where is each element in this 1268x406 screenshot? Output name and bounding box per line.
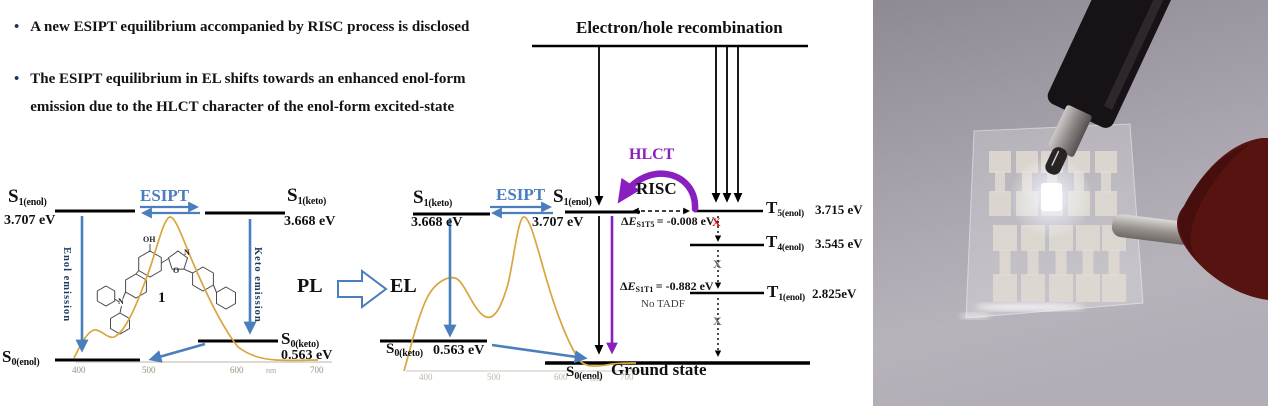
molecule-n-oxazole-label: N — [184, 248, 190, 257]
hlct-label: HLCT — [629, 146, 675, 163]
s1-keto-energy-pl: 3.668 eV — [284, 214, 336, 229]
pl-spectrum-curve — [73, 216, 319, 362]
esipt-label-el: ESIPT — [496, 185, 546, 204]
device-photo-panel — [873, 0, 1268, 406]
ground-state-label: Ground state — [611, 360, 707, 379]
s1-decay-arrows — [594, 216, 618, 355]
s0-keto-label-pl: S0(keto) — [281, 329, 320, 350]
axis-tick: 700 — [310, 365, 324, 375]
axis-unit: nm — [266, 366, 277, 375]
axis-tick: 400 — [72, 365, 86, 375]
t1-label: T1(enol) — [767, 282, 805, 303]
recombination-title: Electron/hole recombination — [576, 18, 783, 37]
delta-e-s1t1: ΔES1T1 = -0.882 eV — [620, 279, 714, 294]
s1-keto-label-pl: S1(keto) — [287, 185, 327, 207]
s0-enol-label-el: S0(enol) — [566, 364, 603, 382]
pl-to-el-arrow — [337, 269, 388, 309]
s1-keto-energy-el: 3.668 eV — [411, 215, 463, 230]
emitting-pixel — [1041, 183, 1062, 211]
axis-tick: 600 — [230, 365, 244, 375]
esipt-arrows-mid — [490, 201, 553, 219]
esipt-label-pl: ESIPT — [140, 186, 190, 205]
bullet-icon: • — [14, 19, 20, 35]
highlight-bullets: • A new ESIPT equilibrium accompanied by… — [14, 13, 476, 145]
t1-energy: 2.825eV — [812, 286, 857, 301]
el-spectrum-curve — [403, 216, 637, 372]
blocked-x-gray: X — [713, 314, 722, 328]
s1-enol-energy-el: 3.707 eV — [532, 215, 584, 230]
bullet-item: • The ESIPT equilibrium in EL shifts tow… — [14, 65, 476, 121]
el-label: EL — [390, 275, 417, 297]
recombination-line — [532, 44, 808, 206]
risc-label: RISC — [636, 179, 677, 198]
bullet-text: The ESIPT equilibrium in EL shifts towar… — [30, 71, 466, 115]
bullet-text: A new ESIPT equilibrium accompanied by R… — [30, 19, 470, 35]
molecule-structure — [96, 244, 236, 335]
compound-number: 1 — [158, 290, 166, 306]
delta-e-s1t5: ΔES1T5 = -0.008 eV — [621, 214, 715, 229]
el-emission-arrows — [443, 218, 588, 364]
probe-black — [1045, 0, 1188, 175]
axis-tick: 700 — [620, 372, 634, 382]
s0-keto-energy-pl: 0.563 eV — [281, 348, 333, 363]
axis-tick: 500 — [142, 365, 156, 375]
blocked-x-gray: X — [713, 257, 722, 271]
no-tadf-label: No TADF — [641, 298, 685, 310]
t4-label: T4(enol) — [766, 232, 804, 253]
pl-label: PL — [297, 275, 323, 297]
pl-emission-arrows — [75, 216, 257, 363]
probe-red — [1111, 138, 1268, 300]
s1-enol-label-el: S1(enol) — [553, 186, 592, 208]
s0-keto-label-el: S0(keto) — [386, 341, 423, 359]
axis-tick: 500 — [487, 372, 501, 382]
pl-energy-levels — [55, 209, 285, 362]
molecule-oh-label: OH — [143, 235, 156, 244]
esipt-arrows-left — [140, 201, 200, 219]
s1-enol-energy-pl: 3.707 eV — [4, 213, 56, 228]
s1-enol-label-pl: S1(enol) — [8, 186, 47, 208]
bullet-icon: • — [14, 71, 20, 87]
risc-arc — [617, 170, 699, 213]
blocked-x-red: X — [712, 215, 721, 229]
molecule-n-amine-label: N — [118, 297, 124, 306]
s0-enol-label-pl: S0(enol) — [2, 347, 40, 368]
axis-tick: 400 — [419, 372, 433, 382]
t5-energy: 3.715 eV — [815, 202, 863, 217]
t5-label: T5(enol) — [766, 198, 804, 219]
el-energy-levels — [380, 209, 810, 365]
molecule-o-oxazole-label: O — [173, 266, 180, 275]
device-photo — [873, 0, 1268, 406]
keto-emission-label: Keto emission — [252, 247, 263, 323]
s0-keto-energy-el: 0.563 eV — [433, 343, 485, 358]
axis-tick: 600 — [554, 372, 568, 382]
axis-unit: nm — [590, 374, 601, 383]
s1-keto-label-el: S1(keto) — [413, 187, 453, 209]
enol-emission-label: Enol emission — [61, 247, 72, 323]
t4-energy: 3.545 eV — [815, 236, 863, 251]
bullet-item: • A new ESIPT equilibrium accompanied by… — [14, 13, 476, 41]
